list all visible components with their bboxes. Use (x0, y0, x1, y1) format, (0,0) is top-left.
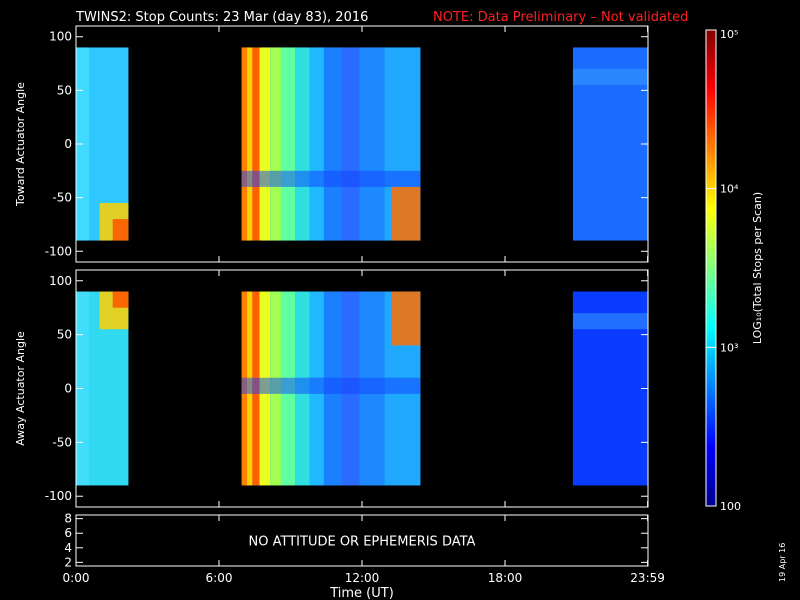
y-tick-label: -100 (45, 244, 72, 258)
y-tick-label: 100 (49, 274, 72, 288)
colorbar-tick-label: 10⁵ (720, 28, 738, 41)
heatmap-cell (112, 291, 129, 308)
x-tick-label: 0:00 (63, 571, 90, 585)
heatmap-cell (280, 47, 296, 241)
heatmap-cell (572, 313, 648, 330)
data-block (572, 47, 648, 241)
colorbar: 10⁵ 10⁴ 10³ 100 LOG₁₀(Total Stops per Scan) (705, 28, 764, 513)
y-tick-label: 0 (64, 137, 72, 151)
x-tick-label: 23:59 (630, 571, 665, 585)
no-data-message: NO ATTITUDE OR EPHEMERIS DATA (249, 535, 476, 550)
heatmap-cell (295, 47, 310, 241)
x-tick-label: 18:00 (488, 571, 523, 585)
heatmap-cell (309, 47, 324, 241)
y-tick-label: -100 (45, 489, 72, 503)
y-tick-label: -50 (52, 435, 72, 449)
chart-title: TWINS2: Stop Counts: 23 Mar (day 83), 20… (75, 10, 368, 25)
y-tick-label: 6 (64, 526, 72, 540)
preliminary-note: NOTE: Data Preliminary – Not validated (433, 10, 688, 25)
heatmap-cell (359, 47, 385, 241)
y-tick-label: 0 (64, 382, 72, 396)
y-tick-label: 50 (57, 328, 72, 342)
heatmap-cell (241, 170, 421, 187)
y-axis-label: Toward Actuator Angle (14, 82, 27, 207)
colorbar-tick-label: 10⁴ (720, 183, 739, 196)
heatmap-cell (112, 219, 129, 241)
panel-2: 100 50 0 -50 -100 Away Actuator Angle (14, 269, 649, 508)
colorbar-gradient (705, 29, 717, 507)
y-tick-label: 4 (64, 541, 72, 555)
heatmap-cell (252, 47, 260, 241)
colorbar-tick-label: 10³ (720, 341, 738, 354)
y-tick-label: 50 (57, 83, 72, 97)
data-block (241, 291, 421, 486)
colorbar-label: LOG₁₀(Total Stops per Scan) (751, 192, 764, 344)
heatmap-cell (247, 47, 253, 241)
data-block (76, 291, 129, 486)
y-tick-label: 100 (49, 30, 72, 44)
heatmap-cell (241, 377, 421, 394)
heatmap-cell (270, 47, 281, 241)
colorbar-tick-label: 100 (720, 500, 741, 513)
heatmap-cell (323, 47, 342, 241)
heatmap-cell (341, 47, 360, 241)
data-block (241, 47, 421, 241)
x-tick-label: 12:00 (345, 571, 380, 585)
data-block (76, 47, 129, 241)
y-tick-label: 2 (64, 555, 72, 569)
x-tick-label: 6:00 (206, 571, 233, 585)
y-tick-label: -50 (52, 191, 72, 205)
y-axis-label: Away Actuator Angle (14, 331, 27, 446)
heatmap-cell (391, 291, 421, 346)
heatmap-cell (572, 68, 648, 85)
data-block (572, 291, 648, 486)
x-axis-title: Time (UT) (329, 586, 394, 600)
heatmap-cell (391, 186, 421, 241)
y-tick-label: 8 (64, 512, 72, 526)
heatmap-cell (241, 47, 248, 241)
panel-1: 100 50 0 -50 -100 Toward Actuator Angle (14, 25, 649, 263)
date-stamp: 19 Apr 16 (778, 543, 787, 582)
heatmap-cell (259, 47, 271, 241)
